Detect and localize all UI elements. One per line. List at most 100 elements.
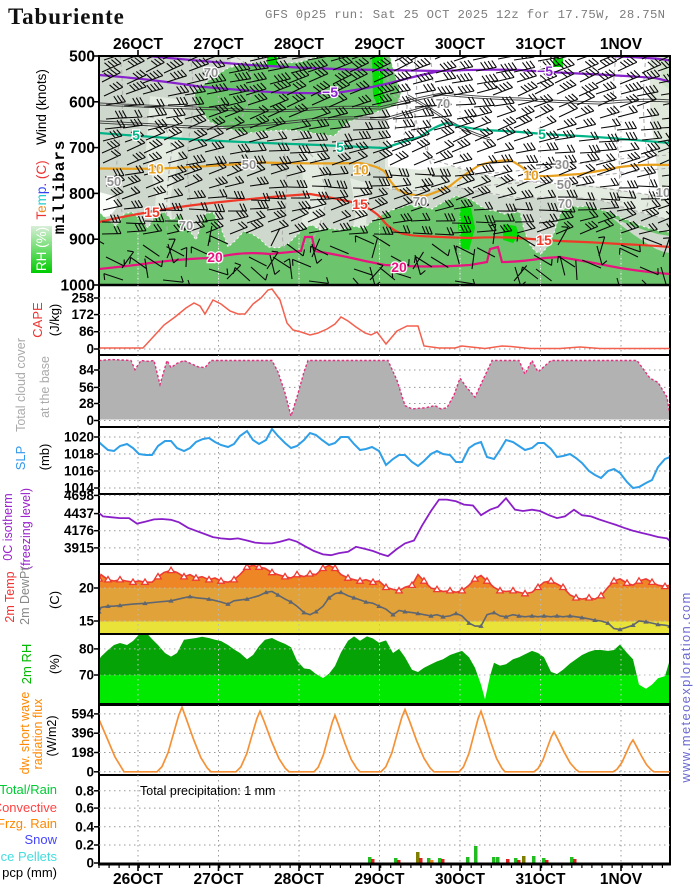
svg-text:0: 0: [86, 856, 94, 871]
svg-text:Snow: Snow: [24, 832, 57, 847]
svg-text:5: 5: [336, 139, 344, 155]
svg-text:0.4: 0.4: [75, 819, 94, 834]
svg-text:50: 50: [242, 157, 256, 172]
svg-text:30: 30: [555, 157, 569, 172]
svg-text:10: 10: [353, 162, 369, 178]
svg-text:10: 10: [523, 167, 539, 183]
svg-text:28: 28: [79, 396, 95, 411]
svg-text:1NOV: 1NOV: [600, 871, 643, 888]
svg-text:0.2: 0.2: [75, 838, 94, 853]
svg-text:4437: 4437: [64, 506, 94, 521]
svg-text:SLP: SLP: [13, 446, 28, 471]
svg-text:29OCT: 29OCT: [355, 36, 405, 53]
svg-text:dw. short wave: dw. short wave: [18, 692, 32, 775]
svg-text:20: 20: [391, 259, 407, 275]
svg-text:50: 50: [107, 174, 121, 189]
svg-text:5: 5: [538, 126, 546, 142]
svg-text:56: 56: [79, 380, 95, 395]
svg-text:15: 15: [536, 232, 552, 248]
svg-text:Ice Pellets: Ice Pellets: [0, 849, 57, 864]
svg-text:millibars: millibars: [51, 140, 69, 235]
svg-text:15: 15: [144, 204, 160, 220]
svg-text:50: 50: [557, 177, 571, 192]
svg-text:(mb): (mb): [37, 444, 52, 471]
svg-text:70: 70: [179, 218, 193, 233]
svg-text:30OCT: 30OCT: [435, 36, 485, 53]
svg-text:2m Temp: 2m Temp: [3, 571, 17, 622]
svg-text:CAPE: CAPE: [30, 302, 45, 338]
svg-text:0C isotherm: 0C isotherm: [1, 493, 15, 560]
svg-text:172: 172: [71, 307, 94, 322]
svg-text:1NOV: 1NOV: [600, 36, 643, 53]
svg-text:70: 70: [413, 194, 427, 209]
svg-text:26OCT: 26OCT: [113, 871, 163, 888]
svg-text:Temp. (C): Temp. (C): [34, 160, 49, 219]
svg-text:20: 20: [207, 249, 223, 265]
svg-text:27OCT: 27OCT: [194, 871, 244, 888]
svg-text:0: 0: [86, 413, 94, 428]
svg-text:2m RH: 2m RH: [19, 644, 34, 684]
svg-text:Total cloud cover: Total cloud cover: [14, 338, 28, 432]
svg-text:396: 396: [71, 726, 94, 741]
svg-text:1000: 1000: [61, 278, 95, 295]
svg-text:at the base: at the base: [38, 356, 52, 418]
svg-text:15: 15: [352, 196, 368, 212]
svg-text:20: 20: [79, 581, 94, 596]
svg-text:radiation flux: radiation flux: [31, 698, 45, 770]
svg-text:(W/m2): (W/m2): [45, 716, 59, 757]
svg-text:Total precipitation: 1 mm: Total precipitation: 1 mm: [140, 784, 275, 798]
svg-text:0.8: 0.8: [75, 783, 94, 798]
svg-text:70: 70: [558, 196, 572, 211]
svg-text:1018: 1018: [64, 447, 95, 462]
svg-text:1020: 1020: [64, 430, 94, 445]
svg-text:Wind (knots): Wind (knots): [34, 69, 49, 145]
svg-text:10: 10: [656, 185, 670, 200]
svg-text:(freezing level): (freezing level): [19, 488, 33, 570]
svg-text:www.meteoexploration.com: www.meteoexploration.com: [678, 591, 693, 783]
svg-text:86: 86: [79, 324, 95, 339]
svg-text:31OCT: 31OCT: [516, 36, 566, 53]
svg-text:5: 5: [132, 127, 140, 143]
svg-text:27OCT: 27OCT: [194, 36, 244, 53]
svg-text:Total/Rain: Total/Rain: [0, 782, 57, 797]
svg-text:600: 600: [69, 94, 95, 111]
svg-text:2m DewPt: 2m DewPt: [18, 567, 32, 625]
svg-text:500: 500: [69, 49, 95, 66]
svg-text:(J/kg): (J/kg): [47, 304, 62, 337]
svg-text:(%): (%): [47, 654, 62, 674]
svg-text:0: 0: [86, 342, 94, 357]
svg-text:3915: 3915: [64, 540, 95, 555]
svg-text:(C): (C): [47, 591, 62, 609]
svg-text:70: 70: [436, 96, 450, 111]
svg-text:Taburiente: Taburiente: [8, 4, 125, 29]
svg-text:RH (%): RH (%): [34, 227, 49, 271]
svg-text:30OCT: 30OCT: [435, 871, 485, 888]
svg-text:258: 258: [71, 291, 94, 306]
svg-text:−5: −5: [322, 84, 338, 100]
svg-text:−5: −5: [537, 63, 553, 79]
svg-text:29OCT: 29OCT: [355, 871, 405, 888]
svg-text:28OCT: 28OCT: [274, 871, 324, 888]
svg-text:84: 84: [79, 363, 95, 378]
svg-text:80: 80: [79, 641, 94, 656]
svg-text:31OCT: 31OCT: [516, 871, 566, 888]
svg-text:800: 800: [69, 186, 95, 203]
svg-text:15: 15: [79, 614, 95, 629]
svg-text:700: 700: [69, 140, 95, 157]
svg-text:70: 70: [79, 668, 94, 683]
svg-text:0: 0: [86, 764, 94, 779]
svg-text:198: 198: [71, 745, 94, 760]
svg-text:28OCT: 28OCT: [274, 36, 324, 53]
svg-text:pcp (mm): pcp (mm): [2, 865, 57, 880]
svg-text:Convective: Convective: [0, 800, 57, 815]
svg-text:1016: 1016: [64, 464, 95, 479]
svg-text:900: 900: [69, 232, 95, 249]
svg-text:Frzg. Rain: Frzg. Rain: [0, 816, 57, 831]
svg-text:GFS 0p25 run: Sat 25 OCT 2025: GFS 0p25 run: Sat 25 OCT 2025 12z for 17…: [265, 8, 665, 22]
svg-text:594: 594: [71, 706, 94, 721]
svg-text:4698: 4698: [64, 488, 95, 503]
svg-text:0.6: 0.6: [75, 801, 94, 816]
svg-text:4176: 4176: [64, 523, 95, 538]
svg-text:26OCT: 26OCT: [113, 36, 163, 53]
svg-text:1014: 1014: [64, 481, 95, 496]
